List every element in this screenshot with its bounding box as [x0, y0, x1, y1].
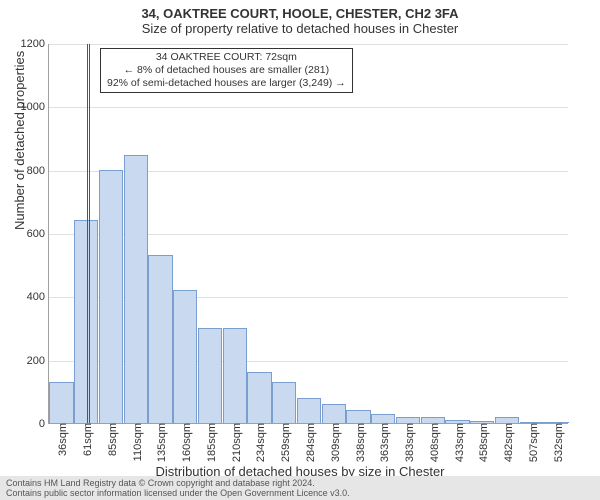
chart-title-block: 34, OAKTREE COURT, HOOLE, CHESTER, CH2 3…	[0, 0, 600, 36]
x-tick-label: 408sqm	[425, 423, 441, 462]
footer-line2: Contains public sector information licen…	[6, 488, 594, 498]
x-tick-label: 110sqm	[128, 423, 144, 461]
histogram-bar	[371, 414, 395, 424]
histogram-bar	[297, 398, 321, 423]
histogram-bar	[99, 170, 123, 423]
chart-title-line2: Size of property relative to detached ho…	[0, 21, 600, 36]
histogram-bar	[198, 328, 222, 423]
y-tick-label: 200	[27, 355, 49, 367]
x-tick-label: 338sqm	[351, 423, 367, 462]
histogram-bar	[124, 155, 148, 423]
annotation-line: ← 8% of detached houses are smaller (281…	[107, 64, 346, 77]
x-tick-label: 210sqm	[227, 423, 243, 462]
reference-line	[89, 44, 90, 423]
y-tick-label: 400	[27, 291, 49, 303]
histogram-bar	[223, 328, 247, 423]
x-tick-label: 160sqm	[177, 423, 193, 462]
x-tick-label: 36sqm	[53, 423, 69, 456]
reference-line	[87, 44, 88, 423]
histogram-bar	[247, 372, 271, 423]
x-tick-label: 433sqm	[450, 423, 466, 462]
grid-line	[49, 44, 568, 45]
y-tick-label: 600	[27, 228, 49, 240]
chart-area: 02004006008001000120036sqm61sqm85sqm110s…	[48, 44, 568, 424]
x-tick-label: 85sqm	[103, 423, 119, 456]
x-tick-label: 532sqm	[549, 423, 565, 462]
chart-title-line1: 34, OAKTREE COURT, HOOLE, CHESTER, CH2 3…	[0, 6, 600, 21]
x-tick-label: 61sqm	[78, 423, 94, 456]
x-tick-label: 234sqm	[251, 423, 267, 462]
annotation-line: 34 OAKTREE COURT: 72sqm	[107, 51, 346, 64]
grid-line	[49, 107, 568, 108]
x-tick-label: 259sqm	[276, 423, 292, 462]
x-tick-label: 309sqm	[326, 423, 342, 462]
x-tick-label: 363sqm	[375, 423, 391, 462]
y-tick-label: 800	[27, 165, 49, 177]
histogram-bar	[49, 382, 73, 423]
y-axis-label: Number of detached properties	[12, 51, 27, 230]
histogram-bar	[272, 382, 296, 423]
y-tick-label: 0	[39, 418, 49, 430]
x-tick-label: 185sqm	[202, 423, 218, 462]
annotation-line: 92% of semi-detached houses are larger (…	[107, 77, 346, 90]
plot-area: 02004006008001000120036sqm61sqm85sqm110s…	[48, 44, 568, 424]
footer-line1: Contains HM Land Registry data © Crown c…	[6, 478, 594, 488]
histogram-bar	[322, 404, 346, 423]
x-tick-label: 458sqm	[474, 423, 490, 462]
histogram-bar	[173, 290, 197, 423]
annotation-box: 34 OAKTREE COURT: 72sqm← 8% of detached …	[100, 48, 353, 93]
y-tick-label: 1200	[21, 38, 49, 50]
x-tick-label: 135sqm	[152, 423, 168, 462]
x-tick-label: 383sqm	[400, 423, 416, 462]
histogram-bar	[148, 255, 172, 423]
x-tick-label: 507sqm	[524, 423, 540, 462]
x-tick-label: 284sqm	[301, 423, 317, 462]
footer-attribution: Contains HM Land Registry data © Crown c…	[0, 476, 600, 500]
x-tick-label: 482sqm	[499, 423, 515, 462]
y-tick-label: 1000	[21, 101, 49, 113]
histogram-bar	[346, 410, 370, 423]
